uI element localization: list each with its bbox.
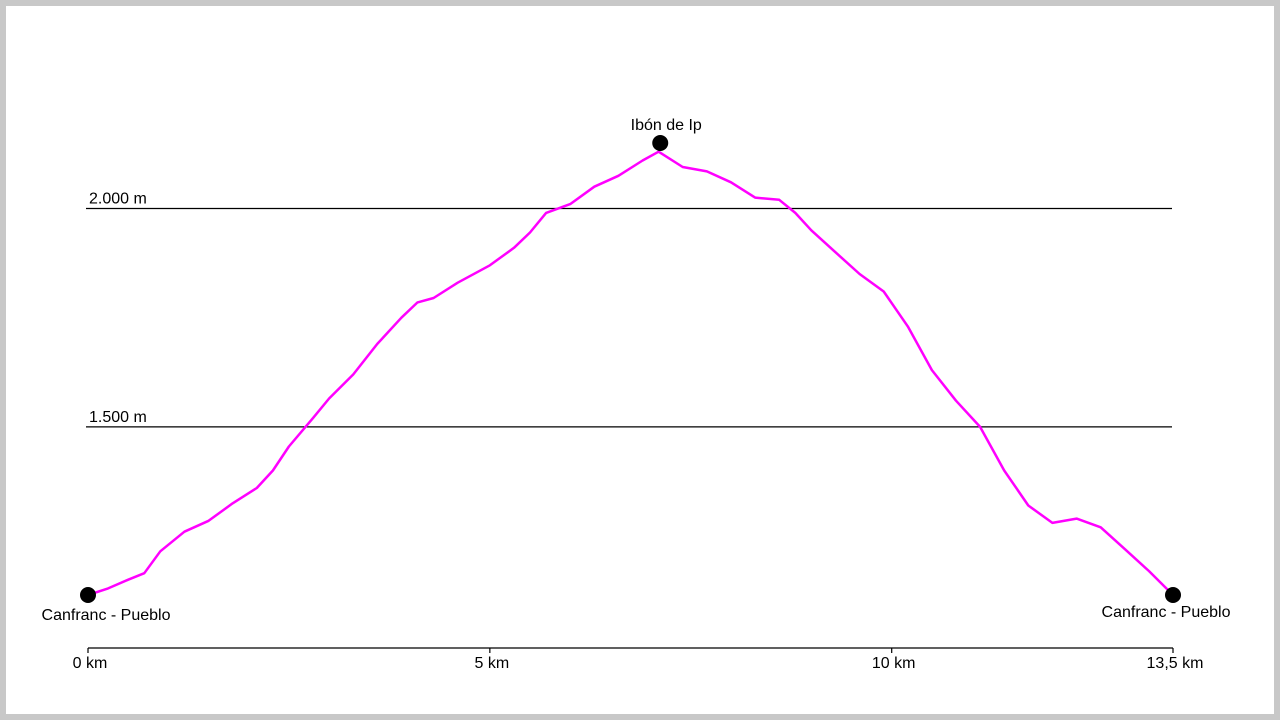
x-tick-label-2: 10 km bbox=[872, 655, 916, 672]
chart-frame bbox=[6, 6, 1274, 714]
reference-line-label-0: 1.500 m bbox=[89, 409, 147, 426]
x-tick-label-0: 0 km bbox=[73, 655, 108, 672]
waypoint-label-1: Ibón de Ip bbox=[631, 117, 702, 134]
waypoint-marker-2 bbox=[1165, 587, 1181, 603]
x-tick-label-1: 5 km bbox=[475, 655, 510, 672]
waypoint-marker-0 bbox=[80, 587, 96, 603]
waypoint-label-0: Canfranc - Pueblo bbox=[42, 607, 171, 624]
elevation-line bbox=[86, 150, 1175, 597]
waypoint-label-2: Canfranc - Pueblo bbox=[1102, 604, 1231, 621]
reference-line-label-1: 2.000 m bbox=[89, 191, 147, 208]
x-tick-label-3: 13,5 km bbox=[1147, 655, 1204, 672]
waypoint-marker-1 bbox=[652, 135, 669, 151]
